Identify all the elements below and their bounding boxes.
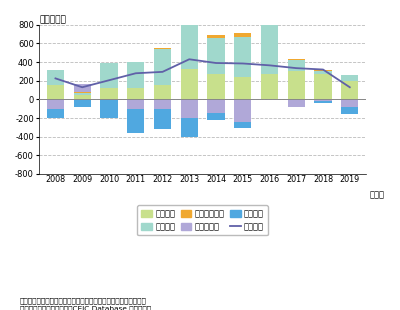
Text: （年）: （年） [370,191,385,200]
Bar [180,0,198,69]
Bar [74,84,91,92]
Bar [341,81,358,100]
Bar [234,77,252,100]
Bar [180,69,198,100]
Bar [207,35,225,38]
Bar [288,100,305,107]
Bar [207,38,225,74]
Bar [261,74,278,100]
Bar [127,100,144,109]
Bar [341,75,358,81]
Bar [261,17,278,20]
Bar [314,100,332,101]
Bar [127,88,144,100]
Bar [47,100,64,109]
Bar [234,100,252,122]
Bar [154,48,171,49]
Bar [127,62,144,88]
Bar [47,85,64,100]
Bar [74,95,91,100]
Bar [100,100,118,118]
Bar [74,92,91,93]
Bar [207,74,225,100]
Bar [288,59,305,60]
Bar [74,93,91,95]
Bar [47,70,64,85]
Bar [288,71,305,100]
Bar [180,117,198,137]
Text: 備考：プラス値は資金の流入、マイナス値は資金の流出を示す。: 備考：プラス値は資金の流入、マイナス値は資金の流出を示す。 [20,298,147,304]
Bar [154,100,171,109]
Bar [234,33,252,37]
Bar [47,109,64,118]
Bar [100,88,118,100]
Bar [261,20,278,74]
Bar [47,69,64,70]
Bar [341,107,358,114]
Bar [314,71,332,74]
Bar [314,74,332,100]
Bar [154,85,171,100]
Bar [341,100,358,107]
Legend: 直接投資, 証券投資, 金融派生商品, その他投資, 外貨準備, 金融収支: 直接投資, 証券投資, 金融派生商品, その他投資, 外貨準備, 金融収支 [137,205,268,236]
Bar [180,100,198,117]
Bar [314,70,332,71]
Bar [207,100,225,113]
Text: （億ドル）: （億ドル） [40,15,66,24]
Bar [127,109,144,133]
Bar [207,113,225,120]
Text: 資料：メキシコ中央銀行、CEIC Database から作成。: 資料：メキシコ中央銀行、CEIC Database から作成。 [20,305,151,310]
Bar [288,60,305,71]
Bar [74,100,91,107]
Bar [234,37,252,77]
Bar [100,63,118,88]
Bar [154,109,171,129]
Bar [154,49,171,85]
Bar [314,101,332,103]
Bar [234,122,252,128]
